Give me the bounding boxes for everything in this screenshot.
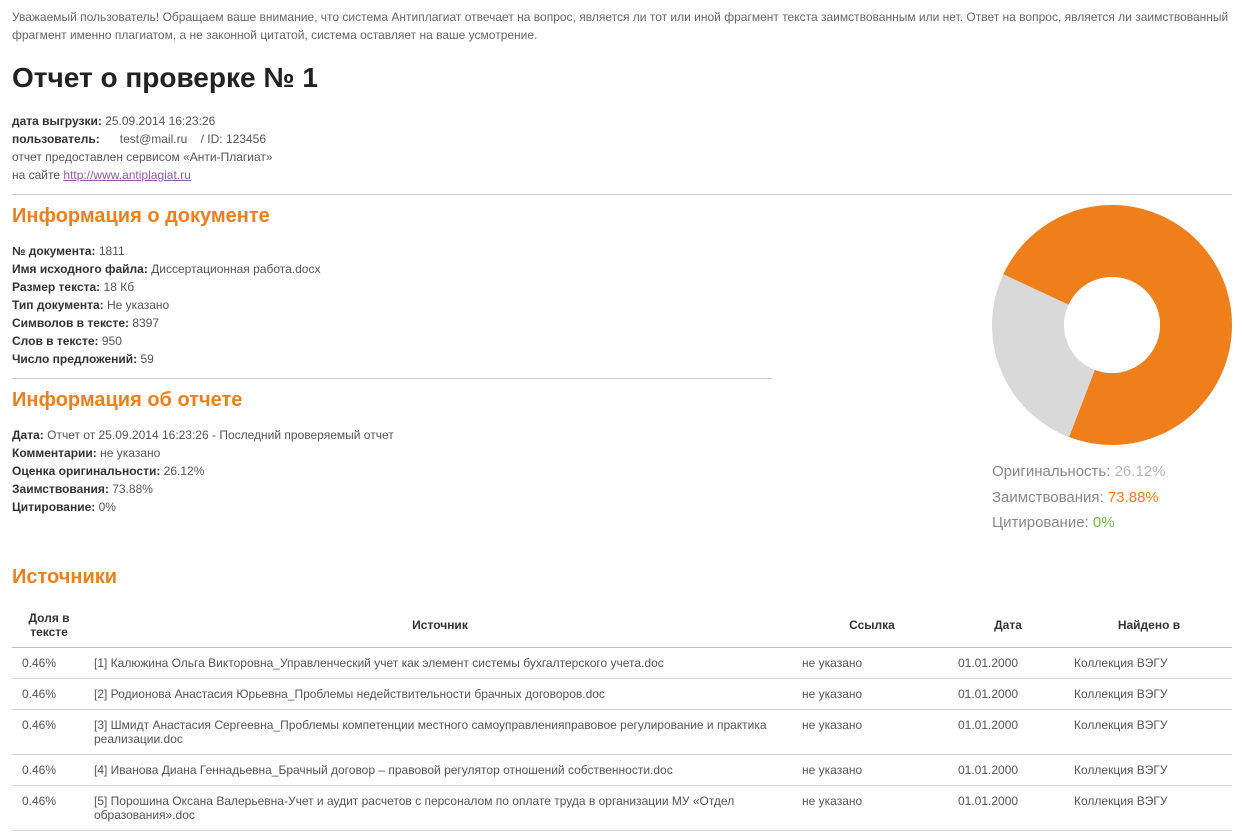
table-cell: 0.46% [12, 648, 86, 679]
meta-block: дата выгрузки: 25.09.2014 16:23:26 польз… [12, 112, 1232, 184]
doc-type-label: Тип документа: [12, 298, 104, 312]
table-cell: не указано [794, 786, 950, 831]
doc-chars-label: Символов в тексте: [12, 316, 129, 330]
table-cell: 0.46% [12, 679, 86, 710]
table-cell: [2] Родионова Анастасия Юрьевна_Проблемы… [86, 679, 794, 710]
site-link[interactable]: http://www.antiplagiat.ru [63, 168, 190, 182]
user-label: пользователь: [12, 132, 100, 146]
service-text: отчет предоставлен сервисом «Анти-Плагиа… [12, 148, 1232, 166]
col-found: Найдено в [1066, 603, 1232, 648]
report-date-label: Дата: [12, 428, 44, 442]
table-cell: не указано [794, 648, 950, 679]
doc-sent-value: 59 [140, 352, 153, 366]
table-cell: 0.46% [12, 710, 86, 755]
doc-file-label: Имя исходного файла: [12, 262, 148, 276]
table-cell: Коллекция ВЭГУ [1066, 648, 1232, 679]
report-borrow-label: Заимствования: [12, 482, 109, 496]
legend-cite-label: Цитирование: [992, 514, 1089, 531]
legend-cite-value: 0% [1093, 514, 1115, 531]
table-row: 0.46%[2] Родионова Анастасия Юрьевна_Про… [12, 679, 1232, 710]
table-cell: не указано [794, 679, 950, 710]
table-row: 0.46%[3] Шмидт Анастасия Сергеевна_Пробл… [12, 710, 1232, 755]
doc-size-value: 18 Кб [104, 280, 135, 294]
donut-chart [992, 205, 1232, 445]
divider [12, 378, 772, 379]
table-cell: 01.01.2000 [950, 648, 1066, 679]
legend-borrow-value: 73.88% [1108, 489, 1159, 506]
report-date-value: Отчет от 25.09.2014 16:23:26 - Последний… [47, 428, 394, 442]
table-cell: [1] Калюжина Ольга Викторовна_Управленче… [86, 648, 794, 679]
doc-size-label: Размер текста: [12, 280, 100, 294]
table-cell: Коллекция ВЭГУ [1066, 679, 1232, 710]
export-date-value: 25.09.2014 16:23:26 [105, 114, 215, 128]
doc-words-value: 950 [102, 334, 122, 348]
table-row: 0.46%[1] Калюжина Ольга Викторовна_Управ… [12, 648, 1232, 679]
doc-num-value: 1811 [99, 244, 125, 258]
report-orig-label: Оценка оригинальности: [12, 464, 160, 478]
col-date: Дата [950, 603, 1066, 648]
table-cell: Коллекция ВЭГУ [1066, 710, 1232, 755]
table-cell: 01.01.2000 [950, 755, 1066, 786]
donut-chart-block: Оригинальность: 26.12% Заимствования: 73… [992, 205, 1232, 536]
col-share: Доля в тексте [12, 603, 86, 648]
doc-num-label: № документа: [12, 244, 96, 258]
report-borrow-value: 73.88% [112, 482, 153, 496]
table-cell: [4] Иванова Диана Геннадьевна_Брачный до… [86, 755, 794, 786]
user-value: test@mail.ru [120, 132, 188, 146]
page-title: Отчет о проверке № 1 [12, 62, 1232, 94]
table-cell: 0.46% [12, 786, 86, 831]
table-cell: [5] Порошина Оксана Валерьевна-Учет и ау… [86, 786, 794, 831]
export-date-label: дата выгрузки: [12, 114, 102, 128]
table-cell: 01.01.2000 [950, 679, 1066, 710]
legend-originality-label: Оригинальность: [992, 463, 1110, 480]
sources-title: Источники [12, 566, 1232, 589]
table-header-row: Доля в тексте Источник Ссылка Дата Найде… [12, 603, 1232, 648]
id-value: 123456 [226, 132, 266, 146]
legend-originality-value: 26.12% [1115, 463, 1166, 480]
chart-legend: Оригинальность: 26.12% Заимствования: 73… [992, 459, 1232, 536]
table-cell: [3] Шмидт Анастасия Сергеевна_Проблемы к… [86, 710, 794, 755]
table-cell: не указано [794, 755, 950, 786]
notice-text: Уважаемый пользователь! Обращаем ваше вн… [12, 8, 1232, 44]
doc-chars-value: 8397 [132, 316, 159, 330]
doc-sent-label: Число предложений: [12, 352, 137, 366]
table-cell: Коллекция ВЭГУ [1066, 755, 1232, 786]
col-source: Источник [86, 603, 794, 648]
doc-words-label: Слов в тексте: [12, 334, 99, 348]
legend-borrow-label: Заимствования: [992, 489, 1104, 506]
report-comments-label: Комментарии: [12, 446, 97, 460]
table-cell: Коллекция ВЭГУ [1066, 786, 1232, 831]
table-row: 0.46%[4] Иванова Диана Геннадьевна_Брачн… [12, 755, 1232, 786]
site-prefix: на сайте [12, 168, 63, 182]
sources-table: Доля в тексте Источник Ссылка Дата Найде… [12, 603, 1232, 831]
table-cell: 01.01.2000 [950, 710, 1066, 755]
table-row: 0.46%[5] Порошина Оксана Валерьевна-Учет… [12, 786, 1232, 831]
doc-file-value: Диссертационная работа.docx [151, 262, 320, 276]
divider [12, 194, 1232, 195]
table-cell: 0.46% [12, 755, 86, 786]
col-link: Ссылка [794, 603, 950, 648]
table-cell: 01.01.2000 [950, 786, 1066, 831]
table-cell: не указано [794, 710, 950, 755]
id-label: / ID: [201, 132, 223, 146]
doc-type-value: Не указано [107, 298, 169, 312]
report-cite-label: Цитирование: [12, 500, 95, 514]
report-comments-value: не указано [100, 446, 160, 460]
report-cite-value: 0% [99, 500, 116, 514]
report-orig-value: 26.12% [164, 464, 205, 478]
